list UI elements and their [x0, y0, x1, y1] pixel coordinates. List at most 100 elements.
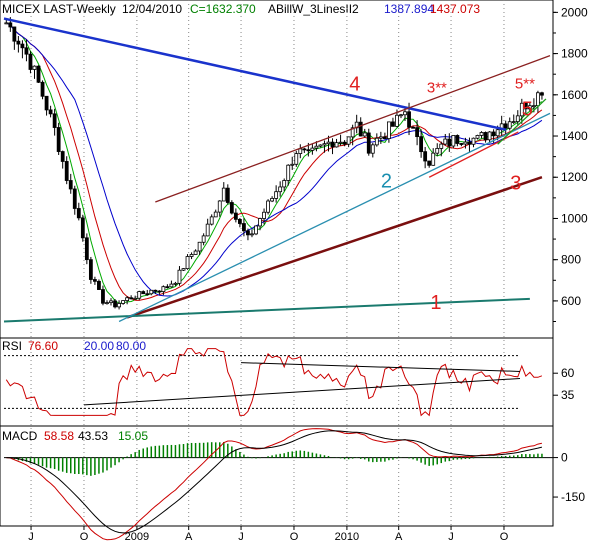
rsi-low-level: 20.00 [84, 339, 114, 353]
candle-body [145, 293, 150, 296]
candle-body [205, 223, 210, 237]
candle-body [382, 136, 387, 139]
candle-body [113, 300, 117, 308]
candle-body [169, 283, 174, 288]
candle-body [507, 121, 512, 129]
candle-body [479, 132, 484, 136]
candle-body [483, 132, 488, 141]
candle-body [350, 127, 355, 138]
candle-body [455, 135, 460, 144]
symbol-title: MICEX LAST-Weekly [2, 2, 116, 16]
trend-label: 3** [427, 80, 447, 97]
candle-body [217, 200, 222, 213]
candle-body [117, 303, 121, 308]
candle-body [165, 286, 170, 289]
price-tick-label: 1400 [561, 129, 588, 143]
time-tick-label: J [238, 531, 244, 543]
trend-label: 3 [510, 173, 521, 195]
candle-body [531, 105, 536, 108]
time-tick-label: O [290, 531, 299, 543]
price-tick-label: 800 [561, 253, 581, 267]
candle-body [60, 151, 65, 162]
candle-body [511, 121, 516, 124]
candle-body [93, 279, 97, 282]
rsi-resistance-line [241, 362, 521, 372]
candle-body [374, 137, 379, 146]
candle-body [391, 121, 395, 127]
candle-body [64, 161, 69, 181]
candle-body [250, 233, 254, 236]
candle-body [177, 269, 182, 284]
trend-label: 5 [522, 98, 533, 120]
candle-body [314, 145, 319, 149]
candle-body [213, 211, 218, 218]
candle-body [246, 230, 250, 236]
rsi-tick-label: 60 [561, 366, 575, 380]
candle-body [44, 95, 49, 111]
header-date: 12/04/2010 [122, 2, 182, 16]
candle-body [121, 300, 125, 304]
trendlines [3, 17, 551, 323]
candle-body [4, 22, 9, 25]
candle-body [282, 180, 287, 188]
candle-body [48, 109, 53, 115]
candle-body [36, 65, 41, 83]
candle-body [294, 153, 299, 165]
trendline-4 [3, 17, 507, 132]
candle-body [76, 208, 81, 219]
candle-body [153, 289, 158, 292]
trendline-1 [3, 297, 530, 323]
rsi-trendline [83, 377, 521, 406]
candle-body [221, 187, 226, 202]
candle-body [342, 141, 347, 145]
candle-body [16, 40, 21, 45]
candle-body [32, 65, 37, 70]
ma-red-line [6, 22, 543, 301]
rsi-line [5, 348, 543, 417]
trend-label: 2 [381, 171, 392, 193]
macd-signal-line [6, 430, 543, 534]
time-tick-label: A [185, 531, 193, 543]
candle-body [306, 149, 311, 152]
indicator-value-1: 1387.894 [384, 2, 434, 16]
candle-body [326, 141, 331, 145]
trendline-5ss [497, 98, 547, 145]
time-tick-label: J [448, 531, 454, 543]
candle-body [334, 142, 339, 148]
candle-body [403, 111, 407, 116]
candle-body [181, 268, 186, 271]
candle-body [262, 211, 266, 219]
trendline-2 [118, 112, 551, 323]
candle-body [72, 188, 77, 209]
candle-body [419, 136, 424, 153]
candle-body [270, 198, 275, 202]
candle-body [254, 225, 258, 235]
macd-panel-frame [0, 425, 554, 527]
candle-body [330, 141, 335, 148]
candle-body [97, 280, 101, 290]
time-tick-label: 2010 [335, 531, 359, 543]
candle-body [399, 114, 403, 117]
candle-body [427, 160, 432, 166]
candle-body [411, 126, 415, 129]
price-tick-label: 1200 [561, 170, 588, 184]
candle-body [487, 131, 492, 141]
candle-body [149, 289, 154, 295]
price-tick-label: 1800 [561, 47, 588, 61]
price-tick-label: 600 [561, 294, 581, 308]
time-tick-label: J [28, 531, 34, 543]
macd-tick-label: -150 [561, 490, 585, 504]
candle-body [302, 148, 307, 151]
candle-body [358, 121, 363, 137]
macd-value: 58.58 [44, 429, 74, 443]
time-tick-label: A [395, 531, 403, 543]
candle-body [540, 92, 544, 96]
candle-body [536, 92, 540, 107]
trend-label: 1 [430, 292, 441, 314]
candle-body [141, 291, 146, 295]
candle-body [105, 302, 109, 305]
candle-body [491, 131, 496, 137]
candle-body [237, 218, 242, 224]
candle-body [366, 132, 371, 154]
